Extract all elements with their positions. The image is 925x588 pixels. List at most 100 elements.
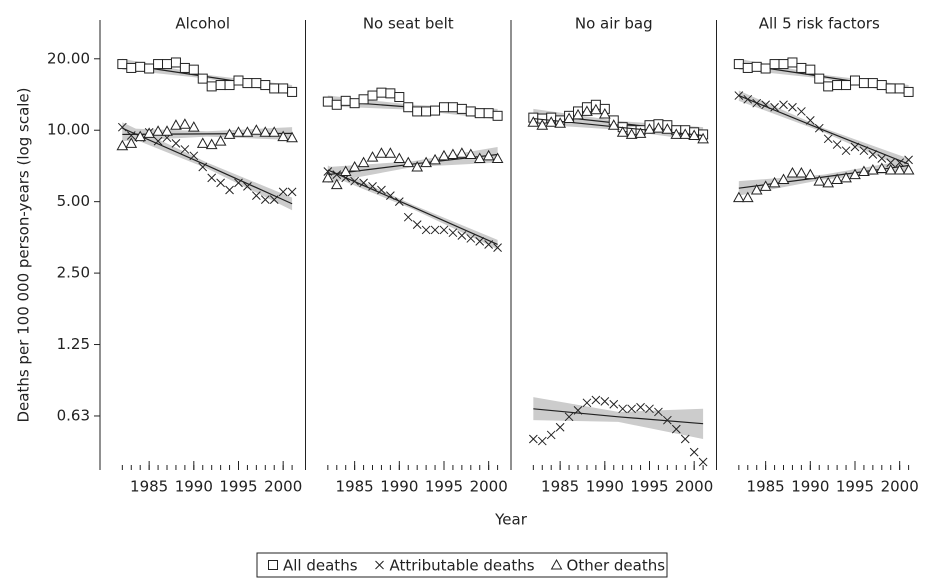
- marker-square: [430, 105, 441, 116]
- marker-x: [153, 136, 163, 146]
- marker-square: [385, 88, 396, 99]
- marker-triangle: [205, 138, 218, 150]
- marker-square: [162, 59, 173, 70]
- marker-square: [287, 86, 298, 97]
- marker-triangle: [116, 139, 129, 151]
- marker-triangle: [750, 183, 763, 195]
- x-tick-label: 2000: [470, 478, 508, 496]
- marker-square: [733, 59, 744, 70]
- marker-triangle: [572, 108, 584, 120]
- marker-square: [760, 63, 771, 74]
- marker-x: [484, 240, 494, 249]
- marker-triangle: [464, 148, 477, 160]
- marker-square: [188, 64, 199, 75]
- marker-x: [359, 178, 368, 188]
- marker-x: [394, 197, 404, 207]
- marker-triangle: [550, 558, 563, 570]
- marker-triangle: [250, 124, 263, 135]
- marker-triangle: [777, 173, 790, 184]
- marker-triangle: [697, 132, 709, 144]
- marker-square: [412, 106, 423, 117]
- confidence-band: [533, 397, 704, 439]
- marker-x: [600, 397, 610, 406]
- marker-square: [233, 75, 244, 86]
- marker-triangle: [447, 148, 459, 160]
- marker-x: [591, 395, 601, 405]
- marker-triangle: [732, 191, 745, 203]
- marker-triangle: [598, 108, 611, 119]
- marker-square: [197, 73, 208, 84]
- x-tick-label: 1990: [380, 478, 418, 496]
- marker-square: [376, 87, 387, 98]
- marker-x: [636, 402, 645, 412]
- marker-triangle: [214, 135, 227, 146]
- marker-x: [243, 182, 252, 191]
- marker-triangle: [867, 163, 879, 175]
- marker-square: [224, 80, 235, 91]
- marker-triangle: [563, 112, 575, 124]
- marker-triangle: [822, 176, 835, 188]
- marker-x: [350, 176, 359, 186]
- x-tick-label: 1990: [586, 478, 624, 496]
- marker-x: [645, 404, 654, 414]
- marker-x: [225, 185, 234, 195]
- legend-box: [256, 552, 668, 578]
- marker-square: [474, 108, 485, 119]
- marker-square: [394, 92, 405, 103]
- marker-triangle: [456, 147, 468, 158]
- x-tick-label: 1995: [425, 478, 463, 496]
- marker-square: [483, 108, 494, 119]
- marker-triangle: [420, 156, 432, 168]
- marker-x: [252, 191, 261, 201]
- marker-triangle: [152, 125, 164, 136]
- legend-label: All deaths: [283, 557, 358, 575]
- marker-square: [421, 106, 432, 117]
- marker-triangle: [196, 137, 209, 148]
- marker-x: [627, 404, 636, 414]
- marker-x: [537, 436, 547, 446]
- marker-x: [403, 212, 413, 222]
- marker-square: [170, 57, 181, 68]
- marker-x: [375, 560, 384, 570]
- marker-square: [117, 59, 128, 70]
- marker-triangle: [884, 163, 897, 175]
- marker-triangle: [741, 191, 754, 203]
- marker-triangle: [858, 165, 870, 176]
- marker-triangle: [125, 137, 138, 148]
- y-tick-label: 1.25: [57, 335, 90, 353]
- marker-x: [654, 407, 663, 417]
- marker-triangle: [759, 180, 772, 191]
- marker-x: [546, 430, 556, 440]
- x-tick-label: 2000: [264, 478, 302, 496]
- marker-x: [448, 228, 458, 238]
- panel-title: No air bag: [575, 15, 653, 33]
- marker-x: [430, 225, 440, 235]
- y-tick-label: 0.63: [57, 406, 90, 424]
- marker-x: [126, 131, 136, 140]
- marker-x: [770, 102, 779, 112]
- marker-x: [386, 191, 395, 201]
- marker-triangle: [366, 151, 379, 162]
- marker-square: [814, 73, 825, 84]
- marker-x: [797, 107, 806, 116]
- marker-x: [904, 155, 913, 165]
- marker-square: [796, 62, 807, 73]
- y-tick-label: 10.00: [47, 121, 90, 139]
- marker-square: [340, 95, 351, 106]
- marker-square: [465, 106, 476, 117]
- marker-square: [769, 59, 780, 70]
- marker-x: [332, 170, 342, 179]
- marker-x: [582, 398, 592, 408]
- marker-triangle: [429, 153, 441, 165]
- y-tick-label: 5.00: [57, 192, 90, 210]
- marker-square: [135, 61, 146, 72]
- marker-square: [447, 102, 458, 113]
- marker-square: [403, 102, 414, 113]
- marker-x: [377, 185, 386, 195]
- marker-triangle: [134, 130, 147, 142]
- marker-square: [867, 78, 878, 89]
- marker-triangle: [625, 128, 638, 139]
- marker-x: [752, 98, 762, 108]
- marker-triangle: [786, 167, 799, 178]
- marker-x: [609, 399, 619, 409]
